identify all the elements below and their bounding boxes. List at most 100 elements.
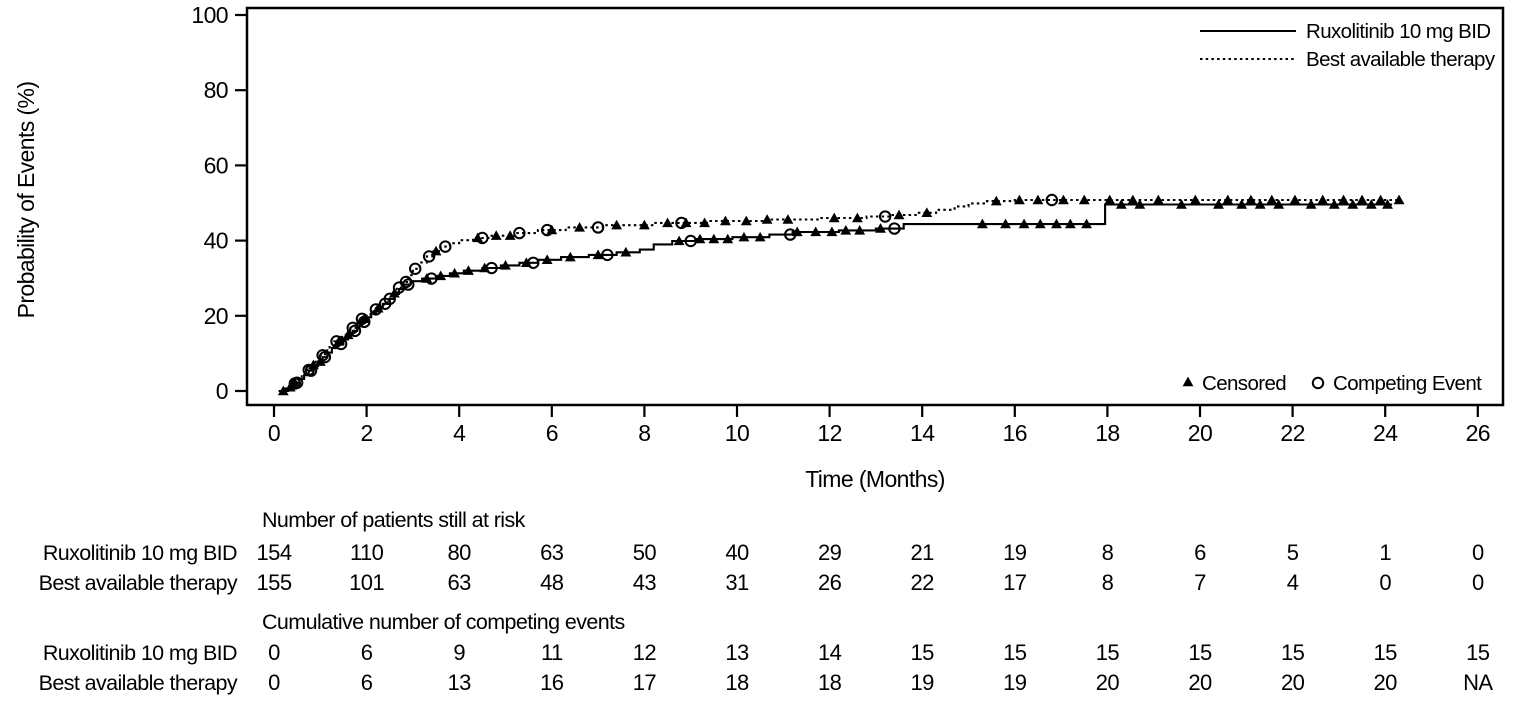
censored-marker-ruxolitinib [1176,199,1187,209]
censored-marker-best-available-therapy [1317,194,1329,205]
censored-marker-best-available-therapy [1032,194,1044,205]
y-axis-tick-label: 0 [216,378,228,404]
censored-marker-best-available-therapy [990,195,1002,206]
risk-table-value: 12 [633,640,657,665]
y-axis-tick-label: 80 [204,77,228,103]
censored-marker-ruxolitinib [541,254,553,264]
risk-table-value: 110 [350,540,384,565]
risk-table-value: 17 [1003,570,1027,595]
censored-marker-best-available-therapy [828,212,840,223]
risk-table-value: 15 [1374,640,1398,665]
risk-table-value: 0 [268,640,280,665]
risk-table-value: 11 [541,640,563,665]
y-axis-tick-label: 40 [204,228,228,254]
risk-table-value: 13 [725,640,749,665]
censored-marker-best-available-therapy [639,219,650,230]
competing-event-marker-best-available-therapy [1045,193,1059,207]
censored-marker-best-available-therapy [1245,194,1257,205]
censored-marker-best-available-therapy [1104,194,1116,205]
risk-table-value: 101 [349,570,384,595]
competing-event-marker-best-available-therapy [369,303,383,316]
x-axis-tick-label: 4 [453,420,466,446]
risk-table-row-label: Best available therapy [39,671,238,695]
censored-marker-ruxolitinib [1213,199,1224,209]
censored-marker-ruxolitinib [854,225,866,235]
legend-competing-icon [1311,376,1325,390]
risk-table-value: 8 [1102,570,1114,595]
risk-table-value: 20 [1281,670,1305,695]
y-axis-title: Probability of Events (%) [13,82,39,319]
series-line-best-available-therapy [280,198,1400,393]
censored-marker-ruxolitinib [1347,199,1359,209]
censored-marker-best-available-therapy [740,215,752,226]
censored-marker-ruxolitinib [673,235,685,246]
censored-marker-best-available-therapy [782,214,794,224]
competing-event-marker-ruxolitinib [425,272,438,285]
censored-marker-ruxolitinib [722,233,734,244]
risk-table-value: 5 [1287,540,1299,565]
censored-marker-best-available-therapy [893,209,905,220]
censored-marker-ruxolitinib [1134,199,1146,209]
risk-table-value: 40 [725,540,749,565]
censored-marker-ruxolitinib [564,251,576,262]
risk-table-value: 9 [453,640,465,665]
competing-event-marker-best-available-therapy [355,312,369,326]
y-axis-tick-label: 20 [204,303,228,329]
censored-marker-best-available-therapy [611,219,623,230]
competing-event-marker-best-available-therapy [675,216,688,230]
y-axis-tick-label: 60 [204,152,228,178]
risk-table-value: 0 [1472,570,1484,595]
risk-table-value: 0 [1379,570,1391,595]
competing-event-marker-ruxolitinib [888,222,901,235]
competing-event-marker-best-available-therapy [302,363,315,377]
risk-table-value: 31 [725,570,749,595]
censored-marker-ruxolitinib [463,265,474,275]
x-axis-tick-label: 0 [268,420,280,446]
risk-table-value: 15 [1096,640,1120,665]
competing-event-marker-best-available-therapy [439,240,452,253]
censored-marker-best-available-therapy [921,207,933,217]
censored-marker-best-available-therapy [1152,194,1164,205]
risk-table-row-label: Ruxolitinib 10 mg BID [43,641,237,665]
censored-marker-ruxolitinib [1051,218,1062,229]
competing-event-marker-best-available-therapy [591,221,605,234]
x-axis-tick-label: 26 [1466,420,1490,446]
competing-event-marker-ruxolitinib [527,256,540,269]
legend-censored-icon [1182,376,1194,387]
censored-marker-ruxolitinib [840,225,852,235]
censored-marker-ruxolitinib [738,231,750,242]
censored-marker-ruxolitinib [694,233,706,244]
competing-event-marker-best-available-therapy [878,210,892,223]
competing-event-marker-ruxolitinib [348,324,362,338]
censored-marker-best-available-therapy [307,359,319,370]
risk-table-value: 18 [725,670,749,695]
censored-marker-best-available-therapy [1014,194,1025,205]
censored-marker-ruxolitinib [708,233,720,244]
risk-table-header: Number of patients still at risk [262,508,526,532]
risk-table-value: 63 [448,570,472,595]
censored-marker-best-available-therapy [1356,194,1368,205]
censored-marker-best-available-therapy [1375,194,1386,205]
risk-table-value: 0 [1472,540,1484,565]
y-axis-tick-label: 100 [191,2,228,28]
x-axis-tick-label: 16 [1003,420,1027,446]
censored-marker-ruxolitinib [754,231,766,242]
x-axis-tick-label: 14 [910,420,935,446]
risk-table-value: 154 [257,540,292,565]
risk-table-value: 19 [1003,540,1027,565]
risk-table-value: 20 [1188,670,1212,695]
censored-marker-ruxolitinib [976,218,988,229]
censored-marker-best-available-therapy [1289,194,1301,205]
risk-table-value: 13 [448,670,472,695]
competing-event-marker-best-available-therapy [346,321,359,335]
risk-table-value: 19 [1003,670,1027,695]
risk-table-row-label: Ruxolitinib 10 mg BID [43,541,237,565]
censored-marker-ruxolitinib [1236,199,1248,209]
risk-table-value: 26 [818,570,842,595]
x-axis-tick-label: 22 [1280,420,1304,446]
risk-table-value: 14 [818,640,842,665]
competing-event-marker-best-available-therapy [422,250,436,263]
plot-frame [245,6,1505,407]
x-axis-tick-label: 12 [817,420,841,446]
